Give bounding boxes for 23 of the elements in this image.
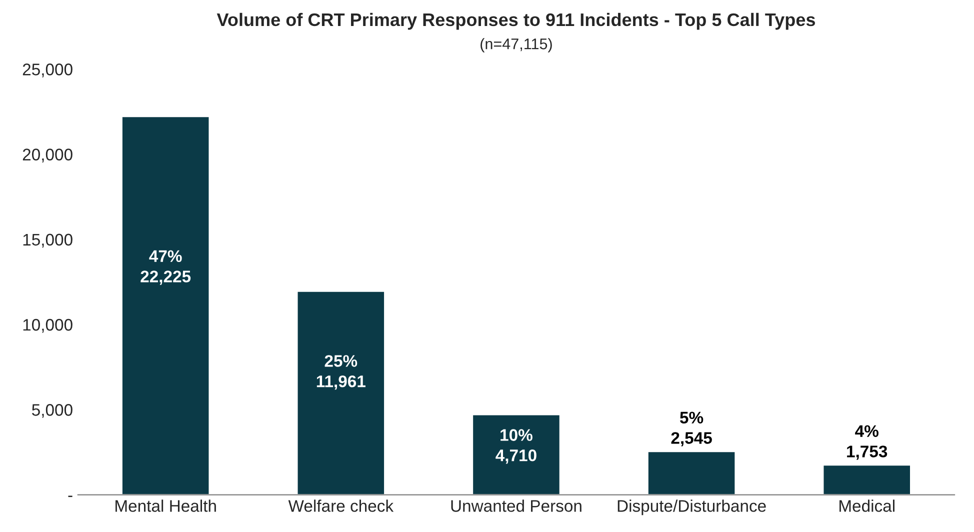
x-tick-label: Dispute/Disturbance	[618, 500, 766, 516]
chart-title: Volume of CRT Primary Responses to 911 Incidents - Top 5 Call Types	[216, 12, 816, 30]
data-label: 47% 22,225	[140, 250, 191, 285]
bar	[121, 116, 210, 495]
data-label: 5% 2,545	[671, 412, 712, 446]
x-tick-label: Unwanted Person	[451, 500, 582, 512]
bar	[472, 414, 561, 495]
y-tick-label: 15,000	[23, 234, 72, 248]
chart-subtitle: (n=47,115)	[480, 38, 552, 52]
data-label: 10% 4,710	[496, 429, 536, 464]
bar	[647, 450, 736, 495]
y-tick-label: 25,000	[22, 64, 72, 78]
x-tick-label: Mental Health	[116, 500, 216, 512]
y-tick-label: 10,000	[23, 318, 72, 333]
data-label: 25% 11,961	[316, 355, 366, 390]
y-tick-label: -	[68, 496, 72, 498]
x-tick-label: Welfare check	[288, 500, 394, 512]
data-label: 4% 1,753	[847, 425, 888, 460]
y-tick-label: 20,000	[22, 148, 72, 162]
y-tick-label: 5,000	[32, 404, 72, 418]
x-tick-label: Medical	[840, 500, 894, 512]
bar	[822, 464, 912, 495]
bar	[296, 290, 386, 495]
